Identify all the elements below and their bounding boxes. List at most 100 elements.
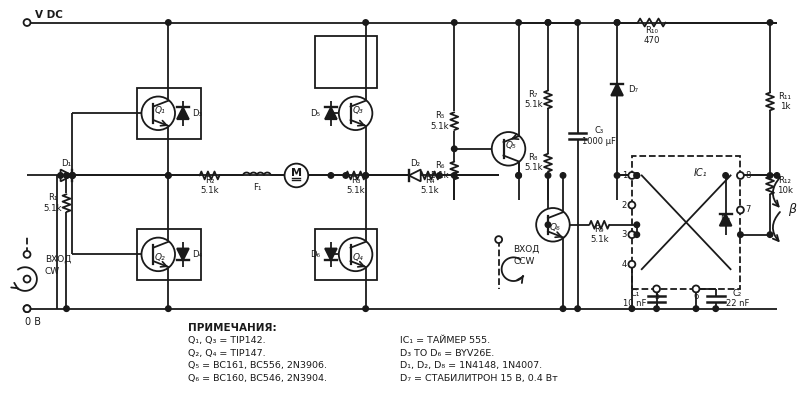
- Text: Q₆ = BC160, BC546, 2N3904.: Q₆ = BC160, BC546, 2N3904.: [188, 374, 327, 383]
- Text: Q₁: Q₁: [155, 106, 166, 115]
- Text: CW: CW: [45, 267, 60, 275]
- Text: R₈
5.1k: R₈ 5.1k: [524, 153, 542, 172]
- Polygon shape: [611, 84, 623, 96]
- Circle shape: [166, 173, 171, 178]
- Text: Q₁, Q₃ = TIP142.: Q₁, Q₃ = TIP142.: [188, 336, 266, 345]
- Circle shape: [495, 236, 502, 243]
- Text: R₁₁
1k: R₁₁ 1k: [778, 92, 791, 111]
- Text: 1: 1: [622, 171, 627, 180]
- Circle shape: [166, 20, 171, 25]
- Text: F₁: F₁: [253, 183, 261, 192]
- Text: IC₁ = ТАЙМЕР 555.: IC₁ = ТАЙМЕР 555.: [400, 336, 490, 345]
- Polygon shape: [325, 248, 337, 260]
- Text: D₅: D₅: [310, 109, 320, 118]
- Circle shape: [23, 305, 30, 312]
- Circle shape: [285, 163, 308, 187]
- Text: R₁
5.1k: R₁ 5.1k: [43, 194, 62, 213]
- Text: D₃ TO D₆ = BYV26E.: D₃ TO D₆ = BYV26E.: [400, 349, 494, 357]
- Text: 4: 4: [622, 260, 627, 269]
- Circle shape: [339, 237, 372, 271]
- Circle shape: [634, 232, 639, 237]
- Text: C₃
1000 µF: C₃ 1000 µF: [582, 126, 616, 146]
- Circle shape: [451, 173, 457, 178]
- Text: R₂
5.1k: R₂ 5.1k: [200, 176, 219, 195]
- Circle shape: [634, 222, 639, 227]
- Text: R₅
5.1k: R₅ 5.1k: [430, 112, 449, 131]
- Circle shape: [738, 232, 743, 237]
- Circle shape: [166, 173, 171, 178]
- Text: D₄: D₄: [192, 250, 202, 259]
- Circle shape: [767, 173, 773, 178]
- Circle shape: [516, 20, 522, 25]
- Circle shape: [142, 237, 175, 271]
- Circle shape: [23, 19, 30, 26]
- Circle shape: [737, 206, 744, 214]
- Circle shape: [546, 222, 550, 227]
- Circle shape: [546, 173, 550, 178]
- Circle shape: [560, 173, 566, 178]
- Text: IC₁: IC₁: [694, 168, 708, 178]
- Text: D₁: D₁: [62, 159, 71, 168]
- Circle shape: [492, 132, 526, 166]
- Circle shape: [546, 20, 550, 25]
- Text: D₃: D₃: [192, 109, 202, 118]
- Text: Q₃: Q₃: [352, 106, 363, 115]
- Circle shape: [653, 285, 660, 292]
- Text: D₇ = СТАБИЛИТРОН 15 В, 0.4 Вт: D₇ = СТАБИЛИТРОН 15 В, 0.4 Вт: [400, 374, 558, 383]
- Text: ПРИМЕЧАНИЯ:: ПРИМЕЧАНИЯ:: [188, 324, 277, 334]
- Circle shape: [634, 173, 639, 178]
- Circle shape: [70, 173, 75, 178]
- Text: 5: 5: [654, 292, 659, 301]
- Circle shape: [614, 20, 620, 25]
- Circle shape: [713, 306, 718, 311]
- Text: Q₅ = BC161, BC556, 2N3906.: Q₅ = BC161, BC556, 2N3906.: [188, 362, 327, 370]
- Text: 6: 6: [694, 292, 698, 301]
- Polygon shape: [409, 170, 421, 181]
- Circle shape: [629, 261, 635, 268]
- Circle shape: [437, 173, 442, 178]
- Circle shape: [767, 232, 773, 237]
- Circle shape: [737, 172, 744, 179]
- Text: R₉
5.1k: R₉ 5.1k: [590, 225, 609, 245]
- Circle shape: [560, 306, 566, 311]
- Circle shape: [339, 97, 372, 130]
- Text: β: β: [788, 204, 796, 217]
- Circle shape: [363, 173, 369, 178]
- Circle shape: [70, 173, 75, 178]
- Text: D₂: D₂: [410, 159, 420, 168]
- Circle shape: [328, 173, 334, 178]
- Circle shape: [363, 20, 369, 25]
- Polygon shape: [61, 170, 73, 181]
- Circle shape: [634, 173, 639, 178]
- Bar: [137, 88, 201, 139]
- Text: V DC: V DC: [35, 10, 62, 20]
- Circle shape: [142, 97, 175, 130]
- Circle shape: [23, 275, 30, 283]
- Circle shape: [536, 208, 570, 242]
- Text: D₈: D₈: [721, 215, 730, 224]
- Text: Q₆: Q₆: [550, 223, 560, 232]
- Circle shape: [23, 305, 30, 312]
- Text: D₁, D₂, D₈ = 1N4148, 1N4007.: D₁, D₂, D₈ = 1N4148, 1N4007.: [400, 362, 542, 370]
- Text: ВХОД: ВХОД: [514, 245, 540, 254]
- Circle shape: [629, 231, 635, 238]
- Circle shape: [451, 146, 457, 152]
- Polygon shape: [177, 107, 189, 119]
- Circle shape: [64, 306, 70, 311]
- Circle shape: [723, 173, 728, 178]
- Circle shape: [693, 285, 699, 292]
- Circle shape: [451, 20, 457, 25]
- Text: Q₅: Q₅: [505, 141, 516, 150]
- Text: C₂
22 nF: C₂ 22 nF: [726, 289, 749, 308]
- Circle shape: [629, 306, 634, 311]
- Polygon shape: [177, 248, 189, 260]
- Circle shape: [575, 306, 580, 311]
- Circle shape: [629, 201, 635, 209]
- Text: CCW: CCW: [514, 257, 535, 266]
- Text: 2: 2: [622, 201, 627, 209]
- Circle shape: [614, 20, 620, 25]
- Text: 7: 7: [746, 206, 750, 214]
- Circle shape: [767, 20, 773, 25]
- Bar: [632, 156, 741, 289]
- Circle shape: [694, 306, 698, 311]
